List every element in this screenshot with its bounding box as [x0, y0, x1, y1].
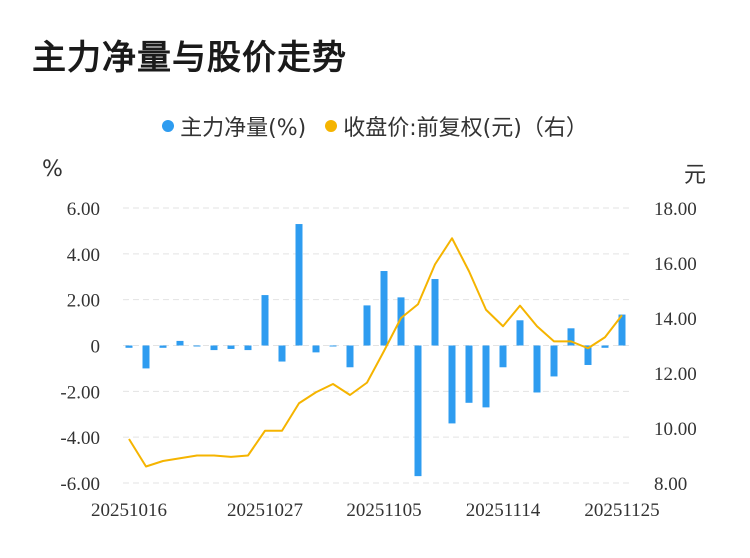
left-tick-label: -4.00 [60, 428, 100, 449]
right-tick-label: 16.00 [654, 254, 697, 275]
right-tick-label: 14.00 [654, 309, 697, 330]
price-line [128, 237, 623, 468]
x-tick-label: 20251027 [227, 500, 303, 521]
bar [244, 345, 252, 351]
bar [448, 345, 456, 424]
bar [363, 305, 371, 346]
bar [584, 345, 592, 365]
bar [397, 297, 405, 346]
bar [278, 345, 286, 362]
bar [295, 224, 303, 346]
right-tick-label: 12.00 [654, 364, 697, 385]
bar [329, 345, 337, 347]
x-tick-label: 20251114 [466, 500, 541, 521]
bar [482, 345, 490, 408]
right-tick-label: 18.00 [654, 199, 697, 220]
bar [533, 345, 541, 393]
legend: 主力净量(%) 收盘价:前复权(元)（右） [0, 110, 750, 142]
bar [618, 314, 626, 346]
legend-label-line: 收盘价:前复权(元)（右） [343, 116, 588, 141]
left-tick-label: -2.00 [60, 382, 100, 403]
legend-dot-bar [162, 120, 175, 132]
bar [142, 345, 150, 369]
bar [380, 271, 388, 346]
right-tick-label: 10.00 [654, 419, 697, 440]
left-tick-label: 2.00 [67, 291, 100, 312]
bar [499, 345, 507, 368]
x-tick-label: 20251105 [346, 500, 421, 521]
left-tick-label: 6.00 [67, 199, 100, 220]
bar [176, 340, 184, 346]
bar [312, 345, 320, 353]
bar [465, 345, 473, 403]
legend-item-bar[interactable]: 主力净量(%) [162, 110, 306, 142]
bar [516, 320, 524, 346]
chart-title: 主力净量与股价走势 [32, 38, 347, 78]
bar [261, 295, 269, 346]
bar [346, 345, 354, 368]
left-axis-unit: % [42, 157, 63, 182]
bar [414, 345, 422, 477]
bar [193, 345, 201, 347]
bar [125, 345, 133, 348]
bar [567, 328, 575, 346]
left-tick-label: 4.00 [67, 245, 100, 266]
legend-dot-line [325, 120, 338, 132]
bar [431, 279, 439, 346]
bar [550, 345, 558, 377]
legend-item-line[interactable]: 收盘价:前复权(元)（右） [325, 110, 588, 142]
bar [601, 345, 609, 348]
x-tick-label: 20251016 [91, 500, 167, 521]
x-tick-label: 20251125 [584, 500, 659, 521]
bar [227, 345, 235, 349]
right-tick-label: 8.00 [654, 474, 687, 495]
left-tick-label: -6.00 [60, 474, 100, 495]
right-axis-unit: 元 [684, 163, 707, 188]
legend-label-bar: 主力净量(%) [180, 116, 307, 141]
bar [210, 345, 218, 351]
bar [159, 345, 167, 348]
left-tick-label: 0 [91, 337, 101, 358]
